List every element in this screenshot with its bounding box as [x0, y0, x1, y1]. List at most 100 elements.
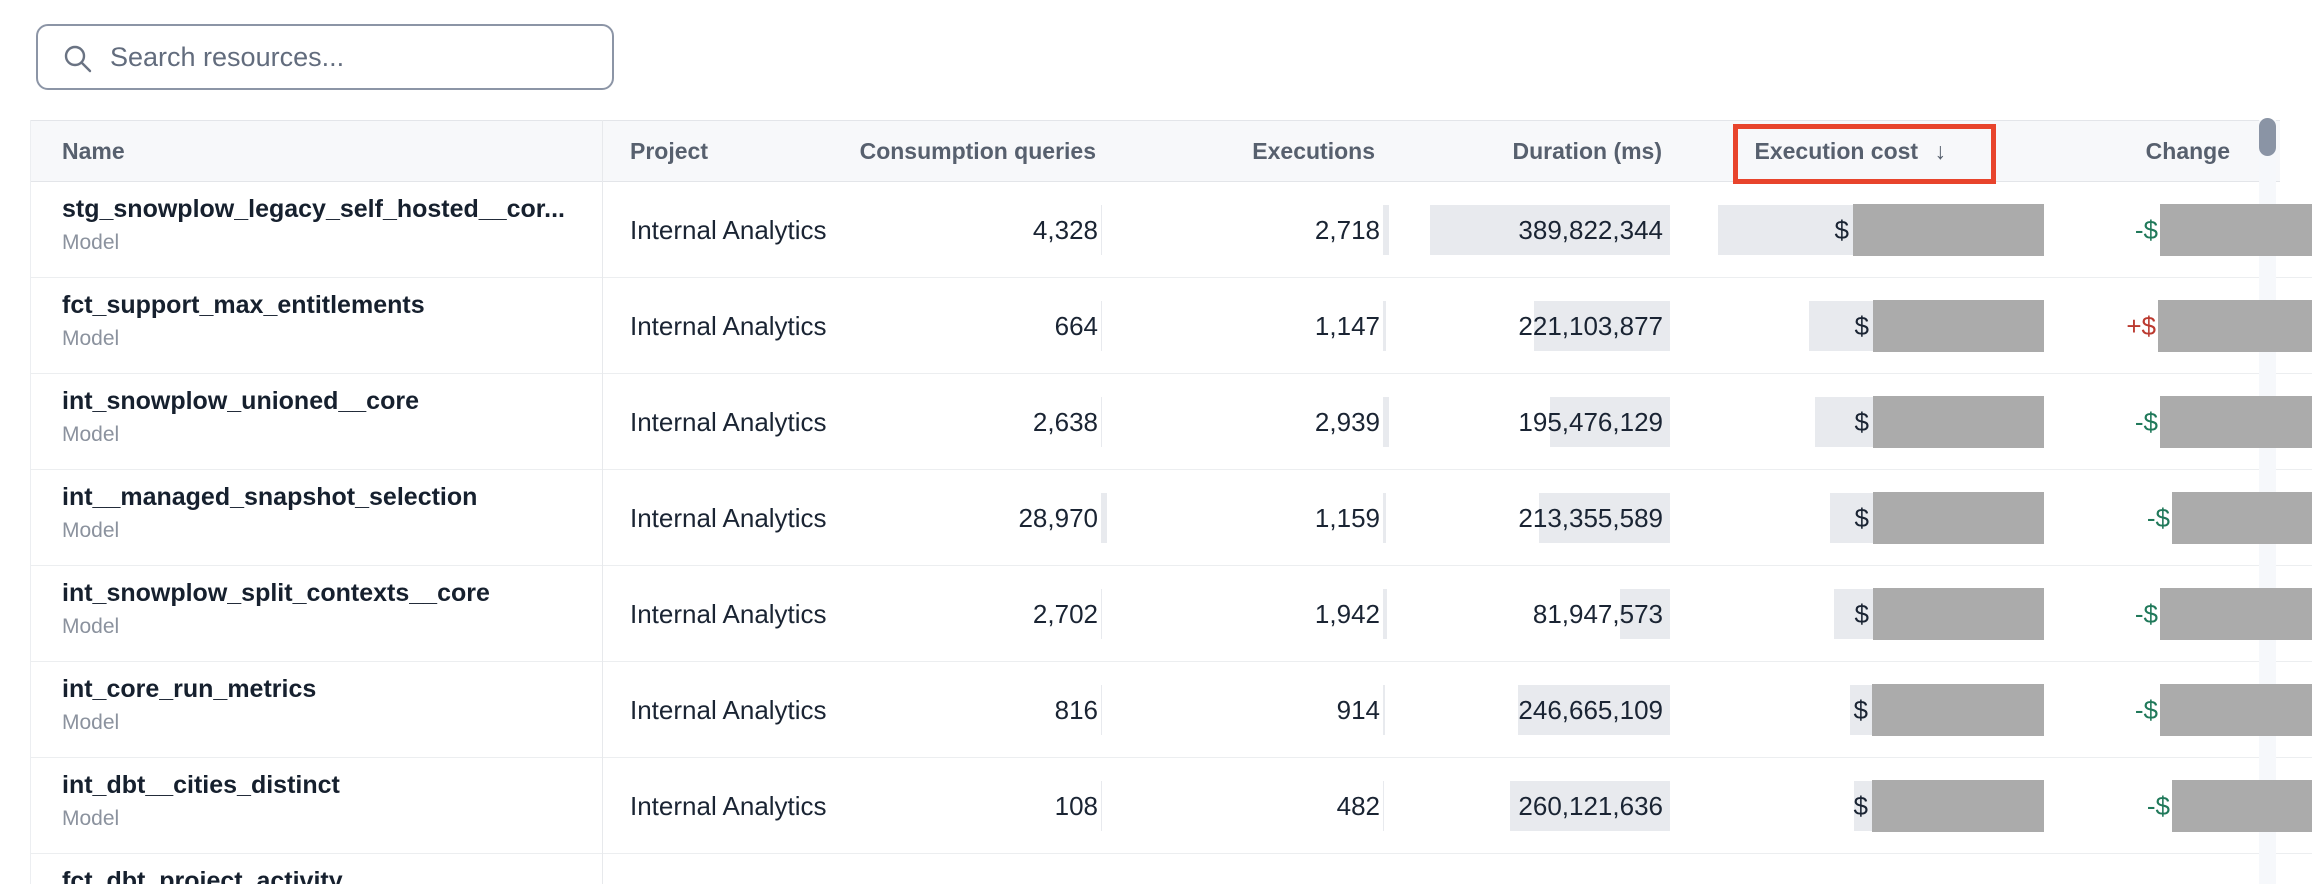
- execution-cost-header-label: Execution cost: [1754, 138, 1919, 164]
- executions-cell: 1,159: [1314, 503, 1380, 533]
- consumption-bar: [1101, 397, 1102, 447]
- consumption-bar: [1101, 493, 1107, 543]
- executions-cell: 1,942: [1314, 599, 1380, 629]
- search-input[interactable]: [110, 28, 600, 86]
- project-cell: Internal Analytics: [630, 503, 827, 533]
- resource-name[interactable]: int_snowplow_unioned__core: [62, 387, 419, 415]
- duration-cell: 246,665,109: [1518, 695, 1663, 725]
- project-cell: Internal Analytics: [630, 599, 827, 629]
- resource-type-label: Model: [62, 231, 120, 254]
- consumption-bar: [1101, 781, 1102, 831]
- cost-currency-prefix: $: [1853, 791, 1868, 821]
- column-header-executions[interactable]: Executions: [1252, 138, 1375, 164]
- resource-name[interactable]: stg_snowplow_legacy_self_hosted__cor...: [62, 195, 565, 223]
- resource-name[interactable]: fct_dbt_project_activity: [62, 867, 343, 884]
- cost-redacted-value: [1873, 588, 2044, 640]
- executions-cell: 2,718: [1314, 215, 1380, 245]
- cost-currency-prefix: $: [1854, 599, 1869, 629]
- table-row[interactable]: fct_dbt_project_activity: [30, 854, 2312, 884]
- cost-currency-prefix: $: [1854, 407, 1869, 437]
- table-row[interactable]: int_core_run_metrics Model Internal Anal…: [30, 662, 2312, 758]
- column-header-duration[interactable]: Duration (ms): [1512, 138, 1663, 164]
- sort-descending-icon: ↓: [1934, 138, 1947, 164]
- resource-name[interactable]: fct_support_max_entitlements: [62, 291, 425, 319]
- column-header-name[interactable]: Name: [62, 138, 125, 164]
- table-row[interactable]: int_snowplow_split_contexts__core Model …: [30, 566, 2312, 662]
- resource-name[interactable]: int__managed_snapshot_selection: [62, 483, 478, 511]
- consumption-queries-cell: 2,702: [1032, 599, 1098, 629]
- consumption-queries-cell: 664: [1054, 311, 1098, 341]
- consumption-queries-cell: 2,638: [1032, 407, 1098, 437]
- duration-cell: 221,103,877: [1518, 311, 1663, 341]
- change-redacted-value: [2160, 588, 2312, 640]
- executions-bar: [1383, 589, 1387, 639]
- change-prefix: -$: [2134, 215, 2158, 245]
- change-prefix: -$: [2146, 791, 2170, 821]
- change-prefix: -$: [2134, 599, 2158, 629]
- cost-redacted-value: [1872, 780, 2044, 832]
- cost-currency-prefix: $: [1854, 311, 1869, 341]
- table-row[interactable]: fct_support_max_entitlements Model Inter…: [30, 278, 2312, 374]
- project-cell: Internal Analytics: [630, 695, 827, 725]
- column-header-change[interactable]: Change: [2145, 138, 2230, 164]
- consumption-bar: [1101, 301, 1102, 351]
- executions-bar: [1383, 781, 1384, 831]
- project-cell: Internal Analytics: [630, 215, 827, 245]
- column-header-consumption-queries[interactable]: Consumption queries: [859, 138, 1096, 164]
- change-redacted-value: [2158, 300, 2312, 352]
- cost-redacted-value: [1873, 300, 2044, 352]
- resource-type-label: Model: [62, 423, 120, 446]
- cost-redacted-value: [1853, 204, 2044, 256]
- duration-cell: 260,121,636: [1518, 791, 1663, 821]
- duration-bar: [1518, 685, 1670, 735]
- consumption-queries-cell: 108: [1054, 791, 1098, 821]
- executions-cell: 1,147: [1314, 311, 1380, 341]
- consumption-queries-cell: 816: [1054, 695, 1098, 725]
- consumption-bar: [1101, 589, 1102, 639]
- cost-currency-prefix: $: [1834, 215, 1849, 245]
- cost-redacted-value: [1872, 684, 2044, 736]
- duration-bar: [1620, 589, 1670, 639]
- resource-name[interactable]: int_core_run_metrics: [62, 675, 317, 703]
- duration-bar: [1510, 781, 1670, 831]
- resource-name[interactable]: int_dbt__cities_distinct: [62, 771, 340, 799]
- table-row[interactable]: int_snowplow_unioned__core Model Interna…: [30, 374, 2312, 470]
- search-box[interactable]: [36, 24, 614, 90]
- table-row[interactable]: int__managed_snapshot_selection Model In…: [30, 470, 2312, 566]
- change-prefix: -$: [2134, 695, 2158, 725]
- executions-bar: [1383, 397, 1389, 447]
- column-header-project[interactable]: Project: [630, 138, 708, 164]
- column-header-execution-cost[interactable]: Execution cost ↓: [1730, 121, 1947, 183]
- cost-redacted-value: [1873, 492, 2044, 544]
- consumption-queries-cell: 4,328: [1032, 215, 1098, 245]
- project-cell: Internal Analytics: [630, 791, 827, 821]
- executions-cell: 482: [1336, 791, 1380, 821]
- change-prefix: +$: [2126, 311, 2156, 341]
- consumption-queries-cell: 28,970: [1018, 503, 1098, 533]
- duration-bar: [1550, 397, 1670, 447]
- table-row[interactable]: stg_snowplow_legacy_self_hosted__cor... …: [30, 182, 2312, 278]
- project-cell: Internal Analytics: [630, 311, 827, 341]
- change-prefix: -$: [2134, 407, 2158, 437]
- duration-cell: 195,476,129: [1518, 407, 1663, 437]
- resource-type-label: Model: [62, 519, 120, 542]
- cost-currency-prefix: $: [1853, 695, 1868, 725]
- change-redacted-value: [2172, 492, 2312, 544]
- change-redacted-value: [2160, 396, 2312, 448]
- executions-bar: [1383, 493, 1386, 543]
- duration-cell: 213,355,589: [1518, 503, 1663, 533]
- cost-currency-prefix: $: [1854, 503, 1869, 533]
- duration-bar: [1430, 205, 1670, 255]
- duration-bar: [1534, 301, 1670, 351]
- search-icon: [64, 45, 92, 73]
- change-redacted-value: [2160, 204, 2312, 256]
- table-row[interactable]: int_dbt__cities_distinct Model Internal …: [30, 758, 2312, 854]
- name-project-column-divider: [602, 120, 603, 884]
- change-redacted-value: [2172, 780, 2312, 832]
- executions-cell: 914: [1336, 695, 1380, 725]
- resource-type-label: Model: [62, 327, 120, 350]
- resource-name[interactable]: int_snowplow_split_contexts__core: [62, 579, 490, 607]
- scrollbar-thumb[interactable]: [2259, 118, 2276, 156]
- duration-bar: [1539, 493, 1670, 543]
